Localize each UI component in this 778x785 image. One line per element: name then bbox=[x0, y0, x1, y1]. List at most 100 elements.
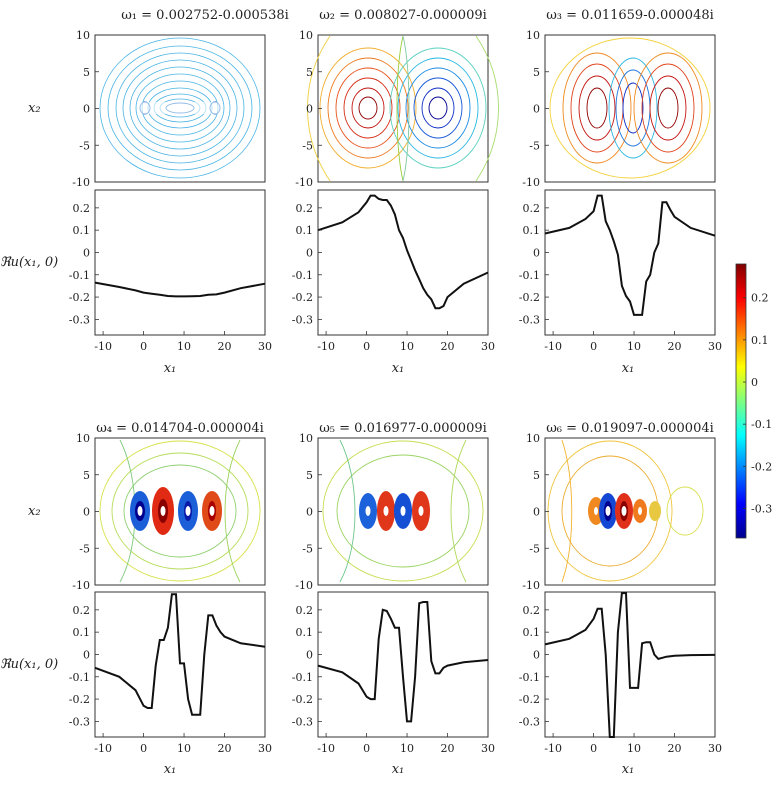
profile-xtick-label: 0 bbox=[140, 340, 147, 353]
field-ytick-label: -5 bbox=[302, 542, 313, 555]
x1-label-6: x₁ bbox=[622, 762, 635, 777]
profile-ytick-label: -0.1 bbox=[519, 671, 540, 684]
field-ytick-label: 0 bbox=[533, 506, 540, 519]
mode-5-profile-line bbox=[317, 601, 489, 723]
profile-xtick-label: 30 bbox=[708, 742, 722, 755]
x1-label-1: x₁ bbox=[164, 361, 177, 376]
profile-xtick-label: 20 bbox=[441, 340, 455, 353]
field-ytick-label: -10 bbox=[295, 579, 313, 592]
profile-xtick-label: 0 bbox=[363, 742, 370, 755]
profile-ytick-label: -0.2 bbox=[519, 291, 540, 304]
profile-ytick-label: 0 bbox=[83, 648, 90, 661]
profile-ytick-label: -0.2 bbox=[69, 291, 90, 304]
profile-ytick-label: 0.1 bbox=[73, 224, 91, 237]
field-ytick-label: 5 bbox=[306, 469, 313, 482]
mode-1-group: ω₁ = 0.002752-0.000538i bbox=[94, 8, 289, 336]
mode-3-profile bbox=[544, 189, 716, 336]
field-ytick-label: 0 bbox=[306, 103, 313, 116]
field-ytick-label: 5 bbox=[306, 66, 313, 79]
field-ytick-label: -10 bbox=[72, 579, 90, 592]
profile-xtick-label: 10 bbox=[177, 742, 191, 755]
x1-label-4: x₁ bbox=[164, 762, 177, 777]
colorbar-tick-label: -0.1 bbox=[751, 418, 772, 431]
profile-ytick-label: -0.3 bbox=[69, 715, 90, 728]
colorbar-tick-label: -0.2 bbox=[751, 460, 772, 473]
mode-5-profile bbox=[317, 591, 489, 738]
field-ytick-label: 10 bbox=[76, 29, 90, 42]
ylabel-row1: ℜu(x₁, 0) bbox=[0, 255, 58, 270]
profile-xtick-label: 30 bbox=[481, 340, 495, 353]
mode-2-profile bbox=[317, 189, 489, 336]
mode-1-profile-line bbox=[94, 281, 266, 298]
profile-xtick-label: -10 bbox=[94, 340, 112, 353]
field-ytick-label: -5 bbox=[529, 139, 540, 152]
colorbar-tick-label: -0.3 bbox=[751, 502, 772, 515]
profile-xtick-label: 30 bbox=[258, 340, 272, 353]
profile-xtick-label: 0 bbox=[140, 742, 147, 755]
profile-ytick-label: 0 bbox=[533, 648, 540, 661]
profile-ytick-label: 0.2 bbox=[73, 202, 91, 215]
field-ytick-label: 10 bbox=[76, 432, 90, 445]
field-ytick-label: -10 bbox=[295, 176, 313, 189]
field-ytick-label: -5 bbox=[79, 542, 90, 555]
field-ytick-label: 0 bbox=[83, 103, 90, 116]
profile-ytick-label: 0.1 bbox=[296, 626, 314, 639]
profile-ytick-label: -0.2 bbox=[519, 693, 540, 706]
colorbar-tick-label: 0.2 bbox=[751, 292, 769, 305]
field-ytick-label: 10 bbox=[299, 432, 313, 445]
profile-xtick-label: 10 bbox=[627, 340, 641, 353]
mode-5-group: ω₅ = 0.016977-0.000009i bbox=[317, 421, 489, 738]
mode-6-title: ω₆ = 0.019097-0.000004i bbox=[546, 421, 714, 436]
profile-xtick-label: 20 bbox=[441, 742, 455, 755]
profile-ytick-label: 0.2 bbox=[523, 202, 541, 215]
profile-xtick-label: 20 bbox=[218, 742, 232, 755]
profile-ytick-label: 0.2 bbox=[523, 604, 541, 617]
profile-xtick-label: 0 bbox=[590, 742, 597, 755]
x2-label-row2: x₂ bbox=[28, 504, 41, 519]
profile-ytick-label: 0.2 bbox=[296, 604, 314, 617]
profile-xtick-label: 10 bbox=[177, 340, 191, 353]
field-ytick-label: 10 bbox=[526, 29, 540, 42]
mode-6-group: ω₆ = 0.019097-0.000004i bbox=[544, 421, 716, 738]
mode-5-field bbox=[317, 437, 489, 586]
mode-4-profile-line bbox=[94, 593, 266, 716]
field-ytick-label: 0 bbox=[83, 506, 90, 519]
ylabel-row2: ℜu(x₁, 0) bbox=[0, 657, 58, 672]
profile-ytick-label: -0.1 bbox=[292, 269, 313, 282]
mode-1-profile bbox=[94, 189, 266, 336]
profile-ytick-label: -0.3 bbox=[519, 715, 540, 728]
colorbar-gradient bbox=[735, 263, 747, 539]
mode-3-title: ω₃ = 0.011659-0.000048i bbox=[546, 8, 714, 23]
mode-3-group: ω₃ = 0.011659-0.000048i bbox=[544, 8, 716, 336]
profile-xtick-label: 10 bbox=[400, 742, 414, 755]
mode-5-title: ω₅ = 0.016977-0.000009i bbox=[319, 421, 487, 436]
field-ytick-label: -10 bbox=[522, 579, 540, 592]
field-ytick-label: -5 bbox=[302, 139, 313, 152]
mode-4-title: ω₄ = 0.014704-0.000004i bbox=[96, 421, 264, 436]
field-ytick-label: -5 bbox=[529, 542, 540, 555]
profile-xtick-label: -10 bbox=[94, 742, 112, 755]
profile-xtick-label: 0 bbox=[363, 340, 370, 353]
field-ytick-label: 5 bbox=[533, 66, 540, 79]
tick-labels: 10 5 0 -5 -10 10 5 0 -5 -10 10 5 0 -5 -10 10 5 0 -5 -10 10 5 0… bbox=[69, 29, 722, 755]
colorbar: 0.2 0.1 0 -0.1 -0.2 -0.3 bbox=[735, 263, 772, 539]
x1-label-3: x₁ bbox=[622, 361, 635, 376]
mode-3-field bbox=[544, 34, 716, 183]
profile-ytick-label: 0 bbox=[306, 648, 313, 661]
field-ytick-label: -10 bbox=[72, 176, 90, 189]
field-ytick-label: 5 bbox=[83, 469, 90, 482]
mode-6-profile-line bbox=[544, 592, 716, 738]
field-ytick-label: 10 bbox=[526, 432, 540, 445]
x1-label-5: x₁ bbox=[392, 762, 405, 777]
field-ytick-label: 0 bbox=[306, 506, 313, 519]
mode-2-title: ω₂ = 0.008027-0.000009i bbox=[319, 8, 487, 23]
field-ytick-label: 5 bbox=[533, 469, 540, 482]
mode-4-field bbox=[94, 437, 266, 586]
profile-ytick-label: -0.3 bbox=[292, 313, 313, 326]
profile-ytick-label: -0.1 bbox=[69, 671, 90, 684]
field-ytick-label: -10 bbox=[522, 176, 540, 189]
profile-ytick-label: 0.1 bbox=[523, 626, 541, 639]
profile-ytick-label: 0.1 bbox=[523, 224, 541, 237]
profile-ytick-label: -0.1 bbox=[69, 269, 90, 282]
